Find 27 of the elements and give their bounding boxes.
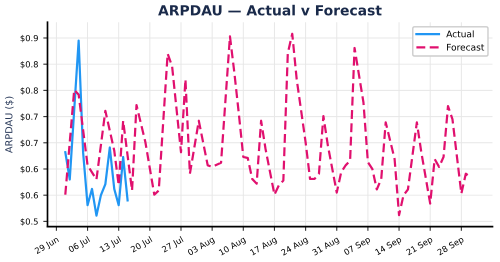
legend-label: Forecast <box>447 44 484 51</box>
x-tick-label: 03 Aug <box>187 236 216 258</box>
y-tick-label: $0.6 <box>20 192 38 200</box>
y-axis-title: ARPDAU ($) <box>4 96 14 153</box>
legend-label: Actual <box>446 30 474 38</box>
x-tick-label: 14 Sep <box>374 236 403 257</box>
x-tick-label: 27 Jul <box>161 236 184 254</box>
x-tick-label: 21 Sep <box>406 236 434 257</box>
y-tick-label: $0.8 <box>20 87 38 95</box>
x-tick-label: 20 Jul <box>130 236 154 254</box>
y-tick-label: $0.6 <box>20 166 38 174</box>
y-tick-label: $0.9 <box>20 34 38 42</box>
y-tick-label: $0.7 <box>20 113 38 121</box>
chart-title: ARPDAU — Actual v Forecast <box>158 4 382 16</box>
x-tick-label: 10 Aug <box>218 236 247 257</box>
line-series <box>64 40 129 217</box>
x-tick-label: 13 Jul <box>99 236 122 254</box>
x-tick-label: 17 Aug <box>250 236 278 257</box>
x-tick-label: 31 Aug <box>312 236 340 258</box>
x-tick-label: 06 Jul <box>68 236 91 254</box>
x-tick-label: 07 Sep <box>343 236 372 257</box>
x-tick-label: 28 Sep <box>436 236 465 257</box>
y-tick-label: $0.5 <box>20 218 38 226</box>
x-tick-label: 29 Jun <box>34 236 60 256</box>
y-tick-label: $0.7 <box>20 140 38 148</box>
y-tick-label: $0.8 <box>20 61 38 69</box>
x-tick-label: 24 Aug <box>280 236 309 258</box>
